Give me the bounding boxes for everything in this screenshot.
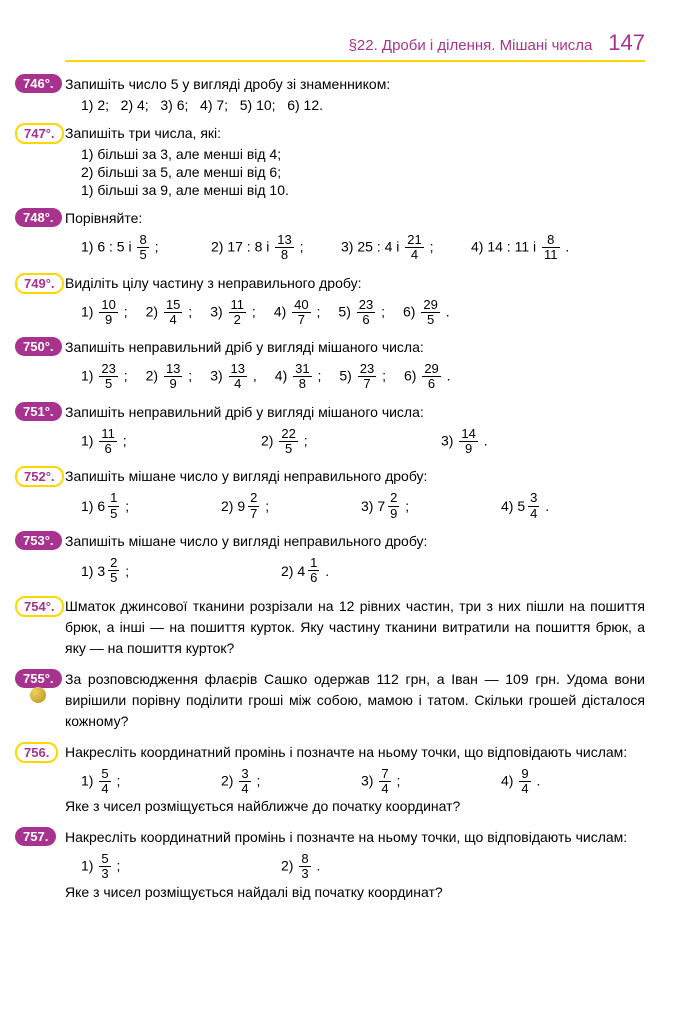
problem-757: 757. Накресліть координатний промінь і п… — [65, 827, 645, 903]
i1: 1) 325 ; — [81, 556, 281, 586]
text-749: Виділіть цілу частину з неправильного др… — [65, 273, 645, 294]
i4: 4) 14 : 11 і 811 . — [471, 233, 569, 263]
text-756: Накресліть координатний промінь і познач… — [65, 742, 645, 763]
i1: 1) 116 ; — [81, 427, 261, 457]
page-number: 147 — [608, 30, 645, 55]
problem-746: 746°. Запишіть число 5 у вигляді дробу з… — [65, 74, 645, 113]
problem-754: 754°. Шматок джинсової тканини розрізали… — [65, 596, 645, 659]
i5: 5) 237 ; — [339, 362, 386, 392]
section-title: §22. Дроби і ділення. Мішані числа — [349, 37, 593, 54]
badge-754: 754°. — [15, 596, 64, 617]
i4: 4) 94 . — [501, 767, 540, 797]
badge-753: 753°. — [15, 531, 62, 550]
text-751: Запишіть неправильний дріб у вигляді міш… — [65, 402, 645, 423]
tail-757: Яке з чисел розміщується найдалі від поч… — [65, 882, 645, 903]
problem-756: 756. Накресліть координатний промінь і п… — [65, 742, 645, 818]
i5: 5) 236 ; — [338, 298, 385, 328]
problem-748: 748°. Порівняйте: 1) 6 : 5 і 85 ; 2) 17 … — [65, 208, 645, 263]
i2: 2) 154 ; — [146, 298, 193, 328]
i1: 1) 53 ; — [81, 852, 281, 882]
i6: 6) 296 . — [404, 362, 451, 392]
text-753: Запишіть мішане число у вигляді неправил… — [65, 531, 645, 552]
badge-748: 748°. — [15, 208, 62, 227]
tail-756: Яке з чисел розміщується найближче до по… — [65, 796, 645, 817]
ball-icon — [30, 687, 46, 703]
i1: 1) 615 ; — [81, 491, 221, 521]
problem-749: 749°. Виділіть цілу частину з неправильн… — [65, 273, 645, 328]
badge-747: 747°. — [15, 123, 64, 144]
i2: 2) 83 . — [281, 852, 320, 882]
text-754: Шматок джинсової тканини розрізали на 12… — [65, 596, 645, 659]
i1: 1) 235 ; — [81, 362, 128, 392]
badge-752: 752°. — [15, 466, 64, 487]
i6: 6) 295 . — [403, 298, 450, 328]
i4: 4) 318 ; — [275, 362, 322, 392]
text-755: За розповсюдження флаєрів Сашко одержав … — [65, 669, 645, 732]
text-748: Порівняйте: — [65, 208, 645, 229]
i3: 3) 112 ; — [210, 298, 256, 328]
problem-753: 753°. Запишіть мішане число у вигляді не… — [65, 531, 645, 586]
text-757: Накресліть координатний промінь і познач… — [65, 827, 645, 848]
i1: 1) 54 ; — [81, 767, 221, 797]
i3: 3) 729 ; — [361, 491, 501, 521]
problem-750: 750°. Запишіть неправильний дріб у вигля… — [65, 337, 645, 392]
i3: 3) 149 . — [441, 427, 488, 457]
i1: 1) 109 ; — [81, 298, 128, 328]
l1-747: 1) більші за 3, але менші від 4; — [81, 146, 645, 162]
i1: 1) 6 : 5 і 85 ; — [81, 233, 211, 263]
badge-757: 757. — [15, 827, 56, 846]
problem-752: 752°. Запишіть мішане число у вигляді не… — [65, 466, 645, 521]
i3: 3) 134 , — [210, 362, 257, 392]
text-750: Запишіть неправильний дріб у вигляді міш… — [65, 337, 645, 358]
i4: 4) 534 . — [501, 491, 549, 521]
items-746: 1) 2; 2) 4; 3) 6; 4) 7; 5) 10; 6) 12. — [81, 97, 645, 113]
l3-747: 1) більші за 9, але менші від 10. — [81, 182, 645, 198]
i2: 2) 17 : 8 і 138 ; — [211, 233, 341, 263]
text-747: Запишіть три числа, які: — [65, 123, 645, 144]
i2: 2) 225 ; — [261, 427, 441, 457]
badge-746: 746°. — [15, 74, 62, 93]
i2: 2) 139 ; — [146, 362, 193, 392]
problem-747: 747°. Запишіть три числа, які: 1) більші… — [65, 123, 645, 198]
i2: 2) 416 . — [281, 556, 329, 586]
i2: 2) 34 ; — [221, 767, 361, 797]
badge-751: 751°. — [15, 402, 62, 421]
i3: 3) 74 ; — [361, 767, 501, 797]
badge-755: 755°. — [15, 669, 62, 688]
badge-750: 750°. — [15, 337, 62, 356]
i4: 4) 407 ; — [274, 298, 321, 328]
badge-749: 749°. — [15, 273, 64, 294]
text-752: Запишіть мішане число у вигляді неправил… — [65, 466, 645, 487]
badge-756: 756. — [15, 742, 58, 763]
problem-751: 751°. Запишіть неправильний дріб у вигля… — [65, 402, 645, 457]
i3: 3) 25 : 4 і 214 ; — [341, 233, 471, 263]
text-746: Запишіть число 5 у вигляді дробу зі знам… — [65, 74, 645, 95]
l2-747: 2) більші за 5, але менші від 6; — [81, 164, 645, 180]
page-header: §22. Дроби і ділення. Мішані числа 147 — [65, 30, 645, 62]
problem-755: 755°. За розповсюдження флаєрів Сашко од… — [65, 669, 645, 732]
i2: 2) 927 ; — [221, 491, 361, 521]
